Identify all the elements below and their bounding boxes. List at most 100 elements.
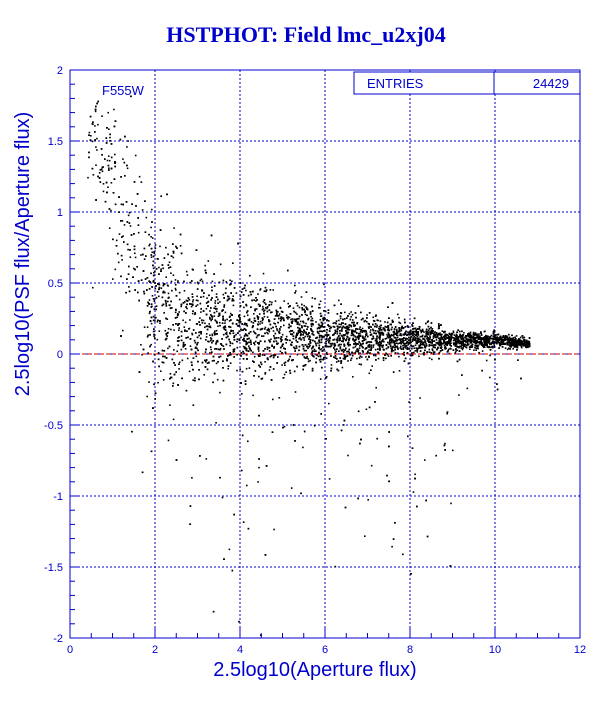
data-point xyxy=(107,164,110,167)
data-point xyxy=(284,348,286,350)
data-point xyxy=(376,340,378,343)
data-point xyxy=(153,271,155,274)
data-point xyxy=(302,368,304,371)
data-point xyxy=(285,371,287,373)
data-point xyxy=(415,334,417,337)
data-point xyxy=(182,344,185,347)
data-point xyxy=(279,329,281,331)
data-point xyxy=(280,346,282,349)
data-point xyxy=(368,346,371,349)
data-point xyxy=(370,341,373,343)
data-point xyxy=(178,336,180,338)
data-point xyxy=(338,334,340,337)
data-point xyxy=(240,355,242,357)
data-point xyxy=(241,469,243,472)
data-point xyxy=(284,351,287,354)
data-point xyxy=(405,345,407,348)
data-point xyxy=(120,203,123,206)
data-point xyxy=(420,340,423,342)
data-point xyxy=(396,328,398,331)
data-point xyxy=(418,328,421,330)
data-point xyxy=(344,506,347,509)
data-point xyxy=(473,339,476,342)
data-point xyxy=(420,347,422,349)
data-point xyxy=(94,125,96,127)
data-point xyxy=(108,227,111,229)
data-point xyxy=(415,339,417,342)
data-point xyxy=(262,307,265,310)
data-point xyxy=(422,341,425,344)
data-point xyxy=(311,297,314,299)
data-point xyxy=(165,301,167,303)
data-point xyxy=(366,321,368,323)
data-point xyxy=(251,326,254,329)
data-point xyxy=(427,320,430,322)
data-point xyxy=(463,340,465,342)
data-point xyxy=(445,335,447,338)
data-point xyxy=(340,303,342,305)
data-point xyxy=(203,292,205,294)
data-point xyxy=(459,337,462,339)
data-point xyxy=(240,291,243,293)
data-point xyxy=(264,332,266,335)
data-point xyxy=(118,233,121,235)
data-point xyxy=(367,499,369,501)
data-point xyxy=(268,330,271,333)
data-point xyxy=(248,367,251,369)
data-point xyxy=(390,355,392,357)
data-point xyxy=(426,321,429,323)
data-point xyxy=(477,338,480,341)
data-point xyxy=(167,347,169,350)
data-point xyxy=(108,159,111,162)
data-point xyxy=(414,473,416,476)
data-point xyxy=(474,347,476,349)
chart-title: HSTPHOT: Field lmc_u2xj04 xyxy=(166,22,446,47)
data-point xyxy=(406,334,408,336)
data-point xyxy=(483,346,486,348)
data-point xyxy=(257,355,260,357)
data-point xyxy=(449,344,451,346)
data-point xyxy=(382,359,385,361)
data-point xyxy=(243,306,245,309)
data-point xyxy=(352,376,354,378)
data-point xyxy=(235,292,238,294)
data-point xyxy=(115,245,118,247)
data-point xyxy=(165,246,167,249)
data-point xyxy=(164,299,167,302)
data-point xyxy=(182,319,184,322)
data-point xyxy=(202,319,205,322)
data-point xyxy=(94,131,96,133)
data-point xyxy=(381,346,384,348)
data-point xyxy=(428,328,431,330)
data-point xyxy=(379,336,381,338)
data-point xyxy=(215,310,218,313)
data-point xyxy=(305,349,307,352)
data-point xyxy=(208,323,210,325)
data-point xyxy=(424,459,426,461)
data-point xyxy=(236,319,238,321)
data-point xyxy=(231,322,234,325)
data-point xyxy=(462,340,464,342)
data-point xyxy=(252,330,255,333)
data-point xyxy=(259,323,261,325)
data-point xyxy=(528,343,531,345)
data-point xyxy=(173,349,175,351)
data-point xyxy=(238,314,241,316)
data-point xyxy=(482,346,485,349)
data-point xyxy=(219,391,221,394)
data-point xyxy=(491,342,494,344)
data-point xyxy=(158,286,161,289)
data-point xyxy=(407,339,410,341)
data-point xyxy=(219,355,222,358)
data-point xyxy=(480,341,483,344)
data-point xyxy=(133,245,136,248)
data-point xyxy=(421,334,424,337)
data-point xyxy=(398,355,400,358)
data-point xyxy=(387,355,390,357)
data-point xyxy=(130,95,132,98)
data-point xyxy=(427,332,430,334)
data-point xyxy=(326,319,328,322)
data-point xyxy=(495,341,498,344)
data-point xyxy=(134,154,137,157)
